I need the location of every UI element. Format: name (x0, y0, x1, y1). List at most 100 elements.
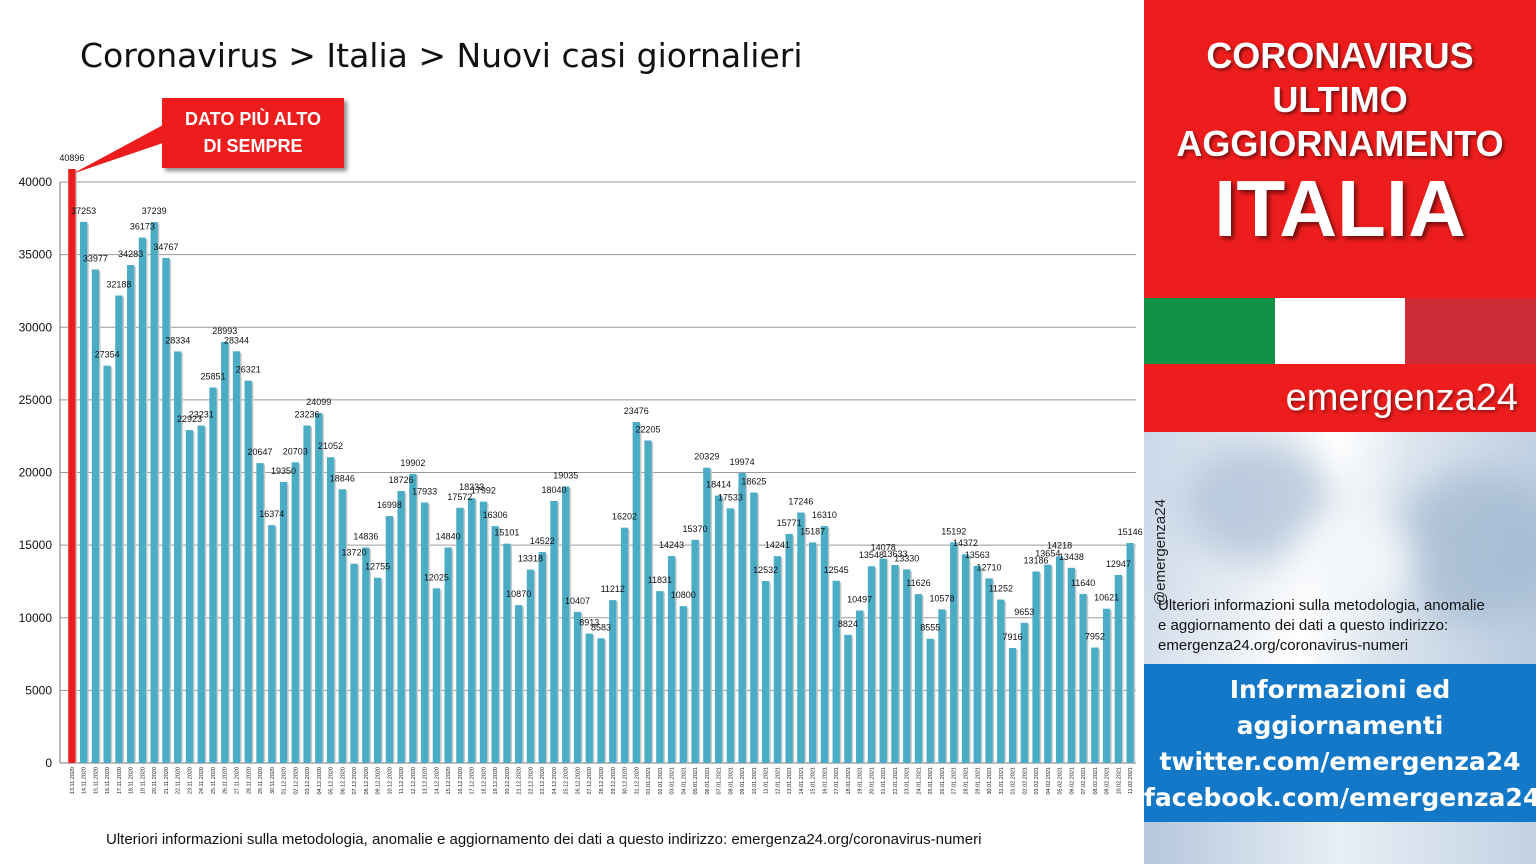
sidebar: CORONAVIRUS ULTIMO AGGIORNAMENTO ITALIA … (1144, 0, 1536, 864)
data-label: 18846 (330, 473, 355, 483)
bar (397, 491, 405, 763)
x-tick-label: 11.01.2021 (764, 767, 770, 794)
data-label: 13548 (859, 550, 884, 560)
callout-pointer (72, 125, 163, 174)
update-header: CORONAVIRUS ULTIMO AGGIORNAMENTO ITALIA (1144, 0, 1536, 298)
bar (961, 554, 970, 763)
data-label: 23236 (295, 409, 320, 419)
data-label: 18414 (706, 480, 731, 490)
x-tick-label: 06.02.2021 (1069, 767, 1075, 795)
bar (750, 492, 758, 763)
x-tick-label: 29.01.2021 (975, 767, 981, 795)
data-label: 34767 (153, 242, 178, 252)
y-tick-label: 5000 (25, 683, 52, 697)
x-tick-label: 29.12.2020 (611, 767, 617, 795)
flag-green-stripe (1144, 298, 1275, 364)
data-label: 14241 (765, 540, 790, 550)
data-label: 11831 (648, 575, 672, 585)
x-tick-label: 12.01.2021 (775, 767, 781, 795)
x-tick-label: 10.02.2021 (1116, 767, 1122, 795)
x-tick-label: 23.01.2021 (905, 767, 911, 795)
y-tick-label: 30000 (19, 320, 53, 334)
bar (1091, 647, 1099, 763)
bar (315, 412, 323, 763)
data-label: 17992 (471, 486, 496, 496)
x-tick-label: 01.12.2020 (282, 767, 288, 795)
data-label: 12532 (753, 565, 778, 575)
bar (997, 599, 1005, 763)
bar (844, 634, 852, 763)
data-label: 8913 (579, 618, 599, 628)
info-line-2: e aggiornamento dei dati a questo indiri… (1158, 617, 1449, 634)
y-tick-label: 10000 (19, 611, 53, 625)
x-tick-label: 07.12.2020 (352, 767, 358, 795)
x-tick-label: 02.01.2021 (658, 767, 664, 795)
facebook-link[interactable]: facebook.com/emergenza24 (1144, 783, 1536, 812)
bar (373, 577, 382, 763)
bar (1079, 593, 1087, 763)
x-tick-label: 13.12.2020 (423, 767, 429, 795)
data-label: 37253 (71, 206, 96, 216)
x-tick-label: 30.01.2021 (987, 767, 993, 795)
data-label: 23476 (624, 406, 649, 416)
bar (1055, 556, 1064, 763)
y-tick-label: 40000 (19, 175, 53, 189)
data-label: 7952 (1085, 631, 1105, 641)
x-tick-label: 13.11.2020 (70, 767, 76, 794)
data-label: 37239 (142, 206, 167, 216)
bar (244, 380, 252, 763)
x-tick-label: 06.01.2021 (705, 767, 711, 795)
bar (820, 526, 829, 763)
x-tick-label: 02.12.2020 (293, 767, 299, 795)
y-tick-label: 15000 (19, 538, 53, 552)
x-tick-label: 28.12.2020 (599, 767, 605, 795)
info-line-3: emergenza24.org/coronavirus-numeri (1158, 637, 1409, 654)
bar (703, 467, 711, 763)
x-tick-label: 08.02.2021 (1093, 767, 1099, 795)
data-label: 14372 (953, 538, 978, 548)
bar (127, 265, 135, 763)
twitter-link[interactable]: twitter.com/emergenza24 (1159, 747, 1521, 776)
x-tick-label: 21.12.2020 (517, 767, 523, 795)
bar (867, 566, 876, 763)
data-label: 8555 (920, 623, 940, 633)
bar (526, 569, 535, 763)
x-tick-label: 28.01.2021 (964, 767, 970, 795)
x-tick-label: 04.12.2020 (317, 767, 323, 795)
x-tick-label: 15.01.2021 (811, 767, 817, 795)
x-tick-label: 14.11.2020 (82, 767, 88, 794)
x-tick-label: 18.12.2020 (481, 767, 487, 795)
x-tick-label: 13.01.2021 (787, 767, 793, 795)
data-label: 16202 (612, 512, 637, 522)
x-tick-label: 08.01.2021 (728, 767, 734, 795)
brand-name: emergenza24 (1144, 364, 1536, 432)
data-label: 13633 (882, 549, 907, 559)
x-tick-label: 01.02.2021 (1011, 767, 1017, 795)
bar (174, 351, 182, 763)
italian-flag (1144, 298, 1536, 364)
x-tick-label: 03.02.2021 (1034, 767, 1040, 795)
data-label: 20329 (694, 452, 719, 462)
x-tick-label: 17.11.2020 (117, 767, 123, 794)
x-tick-label: 26.12.2020 (575, 767, 581, 795)
data-label: 25851 (200, 372, 225, 382)
bar (879, 558, 887, 763)
x-tick-label: 18.01.2021 (846, 767, 852, 795)
data-label: 19902 (400, 458, 425, 468)
bar (279, 481, 288, 763)
data-label: 28993 (212, 326, 237, 336)
x-tick-label: 20.01.2021 (869, 767, 875, 795)
bar (761, 580, 770, 763)
x-tick-label: 24.01.2021 (916, 767, 922, 795)
data-label: 10578 (929, 593, 954, 603)
data-label: 13330 (894, 553, 919, 563)
data-label: 13720 (342, 548, 367, 558)
bar (162, 258, 170, 763)
data-label: 13563 (965, 550, 990, 560)
x-tick-label: 07.02.2021 (1081, 767, 1087, 795)
bar (479, 501, 488, 763)
data-label: 13438 (1059, 552, 1084, 562)
data-label: 14836 (353, 532, 378, 542)
x-tick-label: 05.01.2021 (693, 767, 699, 795)
bar (503, 543, 511, 763)
